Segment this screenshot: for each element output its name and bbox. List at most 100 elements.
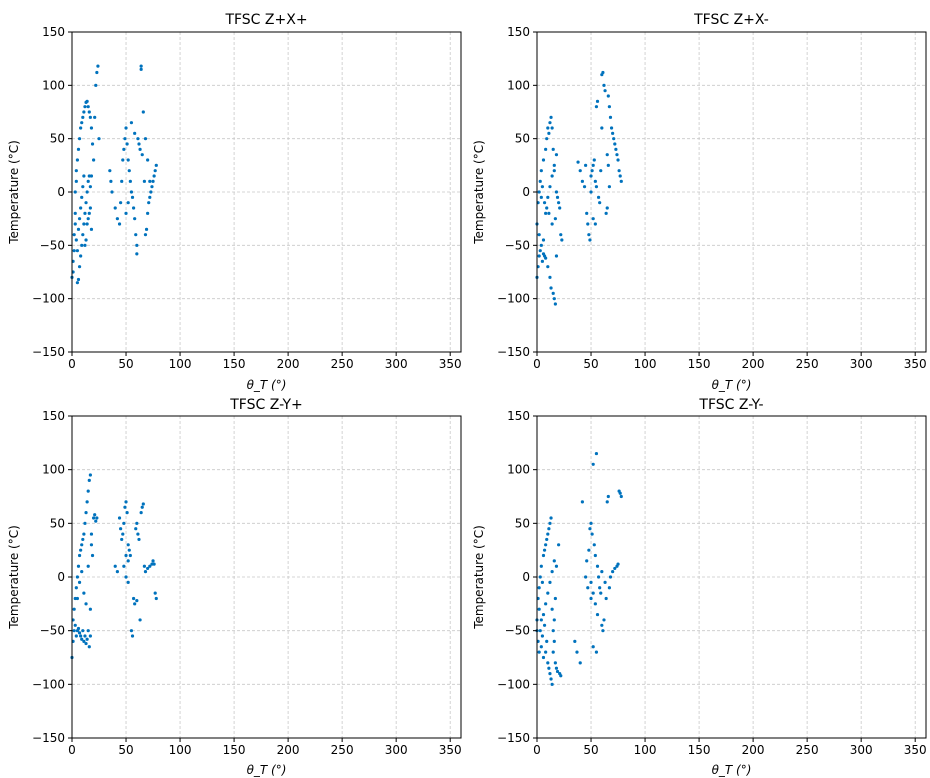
y-tick-label: −100 [32, 677, 65, 691]
data-point [124, 553, 128, 558]
data-point [596, 195, 601, 199]
data-point [136, 137, 140, 141]
data-point [618, 491, 622, 495]
y-tick-label: −150 [32, 345, 65, 359]
data-point [537, 586, 541, 590]
data-point [545, 639, 549, 644]
y-axis: −150 −100 −50 0 50 100 150 [32, 25, 72, 359]
data-point [135, 599, 139, 603]
data-point [92, 516, 96, 520]
data-point [80, 637, 84, 641]
data-point [126, 580, 130, 584]
data-point [144, 227, 149, 231]
data-point [545, 537, 549, 542]
data-point [539, 169, 543, 173]
data-point [85, 500, 89, 504]
data-point [541, 238, 546, 242]
data-point [87, 478, 91, 482]
data-point [80, 243, 84, 247]
data-point [84, 510, 88, 515]
data-point [129, 629, 134, 633]
data-point [138, 618, 142, 622]
data-point [601, 70, 605, 75]
data-point [77, 631, 82, 635]
y-tick-label: −100 [32, 292, 65, 306]
data-point [549, 677, 553, 681]
data-point [585, 559, 589, 563]
data-point [541, 553, 546, 558]
data-point [539, 618, 543, 622]
data-point [589, 521, 593, 525]
data-point [539, 243, 543, 247]
data-point [81, 537, 85, 542]
x-axis: 0 50 100 150 200 250 300 350 [68, 352, 462, 371]
data-point [537, 254, 541, 258]
data-point [124, 575, 128, 579]
data-point [153, 591, 157, 595]
y-tick-label: −50 [40, 238, 65, 252]
data-point [541, 655, 546, 660]
y-axis: −150 −100 −50 0 50 100 150 [497, 25, 537, 359]
data-point [141, 502, 145, 506]
data-point [96, 64, 100, 68]
data-point [549, 286, 553, 290]
data-point [605, 206, 609, 210]
data-point [143, 137, 148, 141]
data-point [128, 179, 132, 183]
x-tick-label: 150 [688, 357, 711, 371]
data-point [126, 543, 130, 547]
x-tick-label: 50 [583, 357, 598, 371]
data-point [89, 532, 94, 536]
data-point [542, 623, 547, 627]
x-tick-label: 300 [385, 743, 408, 757]
data-point [614, 147, 618, 151]
data-point [554, 254, 559, 258]
data-point [587, 548, 591, 552]
data-point [130, 195, 135, 199]
data-point [595, 564, 600, 568]
data-point [603, 580, 607, 584]
data-point [94, 519, 98, 523]
data-point [131, 596, 136, 601]
data-point [153, 169, 157, 173]
data-point [146, 566, 150, 571]
data-point [548, 121, 552, 125]
data-point [82, 110, 86, 114]
data-point [119, 201, 123, 205]
data-point [617, 169, 621, 173]
data-point [552, 639, 556, 644]
data-point [550, 682, 554, 686]
data-point [81, 185, 85, 189]
data-point [595, 99, 600, 103]
data-point [85, 190, 89, 194]
data-point [588, 527, 592, 531]
data-point [604, 211, 608, 215]
data-point [537, 650, 541, 654]
data-point [600, 623, 604, 627]
data-point [594, 185, 599, 189]
x-tick-label: 0 [68, 743, 76, 757]
data-point [541, 158, 546, 162]
data-point [74, 634, 78, 638]
data-point [88, 206, 92, 210]
data-point [148, 195, 152, 199]
data-point [82, 532, 86, 536]
data-points [535, 451, 623, 686]
data-point [538, 575, 542, 579]
x-tick-label: 200 [277, 743, 300, 757]
data-point [555, 669, 560, 674]
y-axis-label: Temperature (°C) [472, 140, 486, 245]
data-point [82, 639, 86, 644]
data-point [142, 179, 146, 183]
x-tick-label: 0 [68, 357, 76, 371]
data-point [606, 94, 610, 98]
data-point [538, 179, 542, 183]
x-axis: 0 50 100 150 200 250 300 350 [533, 738, 927, 757]
data-point [90, 553, 95, 558]
data-point [86, 217, 90, 221]
data-point [74, 586, 78, 590]
data-point [603, 89, 607, 93]
x-tick-label: 0 [533, 743, 541, 757]
data-point [154, 596, 158, 601]
